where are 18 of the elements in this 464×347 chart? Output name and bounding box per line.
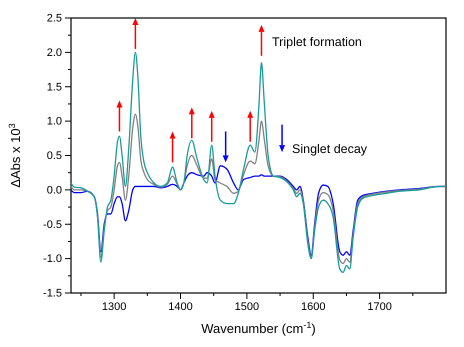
y-tick-label: 1.0 (46, 116, 62, 128)
y-tick-label: 0.5 (46, 150, 62, 162)
x-tick-label: 1600 (301, 300, 326, 313)
y-tick-label: -0.5 (43, 218, 62, 231)
annotation: Singlet decay (292, 142, 368, 156)
line-series (70, 52, 447, 274)
y-tick-label: 1.5 (46, 81, 62, 94)
x-tick-label: 1300 (102, 300, 126, 313)
y-tick-label: 2.5 (46, 12, 62, 25)
y-tick-label: 2.0 (46, 46, 62, 59)
y-tick-label: -1.0 (43, 253, 62, 266)
x-tick-label: 1700 (367, 300, 392, 313)
y-tick-label: -1.5 (43, 288, 62, 300)
annotation: Triplet formation (272, 35, 362, 50)
x-tick-label: 1500 (234, 300, 260, 313)
x-tick-label: 1400 (168, 300, 193, 313)
x-axis-title: Wavenumber (cm$^{-1}$) (201, 320, 316, 336)
y-tick-label: 0.0 (46, 184, 62, 196)
